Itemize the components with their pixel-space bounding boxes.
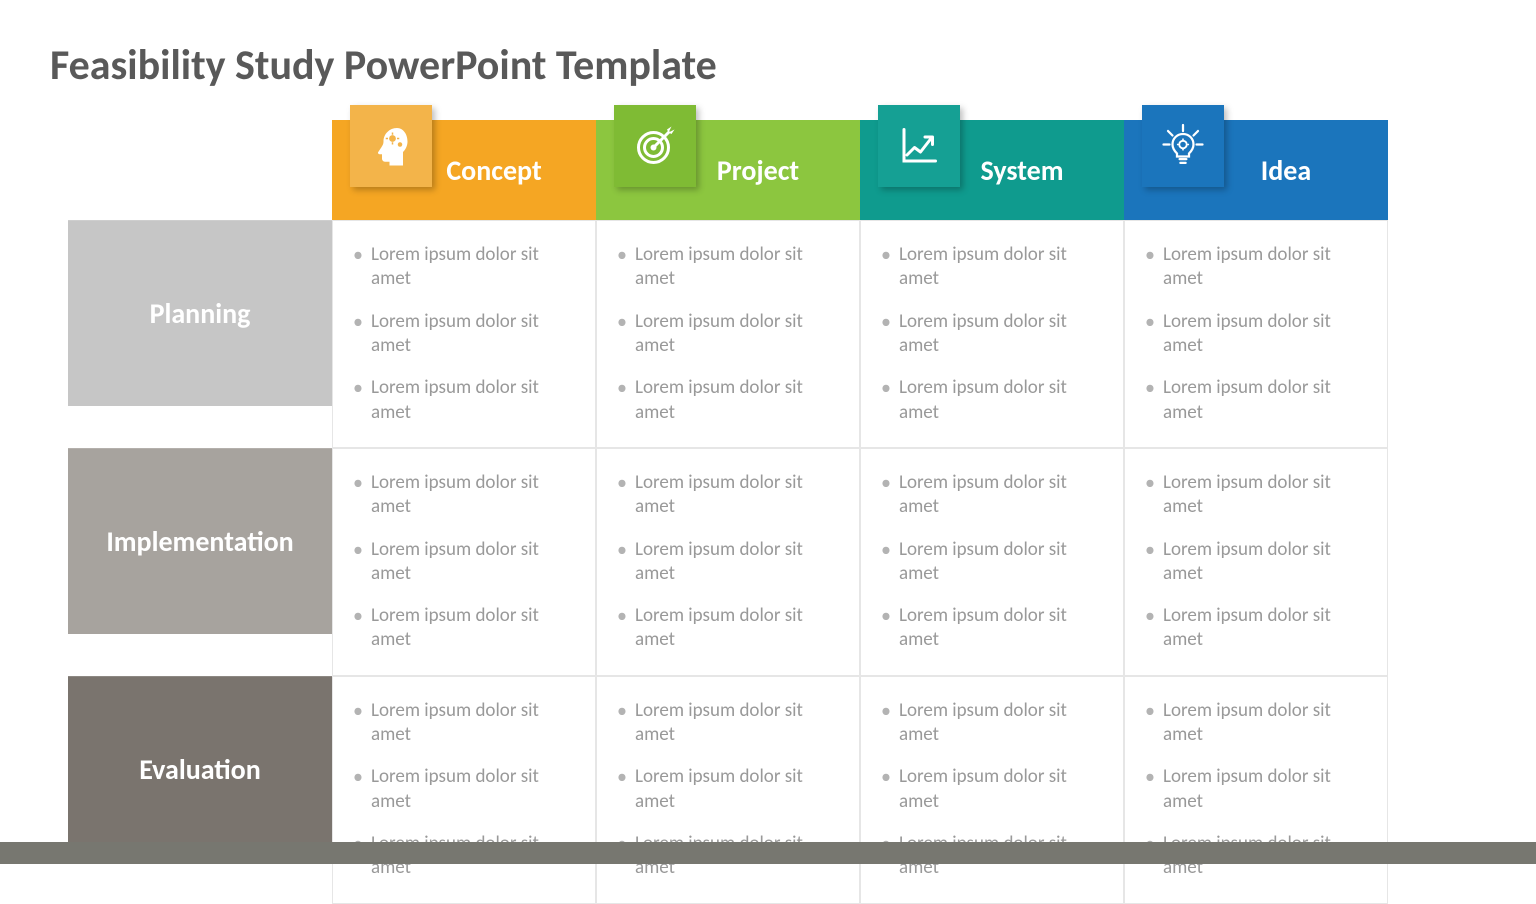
list-item: Lorem ipsum dolor sit amet (343, 765, 577, 814)
list-item: Lorem ipsum dolor sit amet (871, 538, 1105, 587)
list-item: Lorem ipsum dolor sit amet (1135, 604, 1369, 653)
feasibility-matrix: Concept Project (68, 120, 1388, 904)
list-item: Lorem ipsum dolor sit amet (871, 699, 1105, 748)
list-item: Lorem ipsum dolor sit amet (607, 376, 841, 425)
cell: Lorem ipsum dolor sit amet Lorem ipsum d… (332, 676, 596, 904)
list-item: Lorem ipsum dolor sit amet (607, 538, 841, 587)
list-item: Lorem ipsum dolor sit amet (343, 310, 577, 359)
list-item: Lorem ipsum dolor sit amet (607, 699, 841, 748)
list-item: Lorem ipsum dolor sit amet (343, 376, 577, 425)
list-item: Lorem ipsum dolor sit amet (1135, 243, 1369, 292)
list-item: Lorem ipsum dolor sit amet (871, 471, 1105, 520)
row-label: Evaluation (139, 752, 261, 787)
list-item: Lorem ipsum dolor sit amet (607, 765, 841, 814)
cell: Lorem ipsum dolor sit amet Lorem ipsum d… (1124, 676, 1388, 904)
cell: Lorem ipsum dolor sit amet Lorem ipsum d… (1124, 448, 1388, 676)
list-item: Lorem ipsum dolor sit amet (871, 376, 1105, 425)
list-item: Lorem ipsum dolor sit amet (1135, 310, 1369, 359)
list-item: Lorem ipsum dolor sit amet (1135, 538, 1369, 587)
list-item: Lorem ipsum dolor sit amet (1135, 471, 1369, 520)
cell: Lorem ipsum dolor sit amet Lorem ipsum d… (332, 220, 596, 448)
list-item: Lorem ipsum dolor sit amet (607, 471, 841, 520)
head-gears-icon (350, 105, 432, 187)
column-header-system: System (860, 120, 1124, 220)
list-item: Lorem ipsum dolor sit amet (871, 765, 1105, 814)
list-item: Lorem ipsum dolor sit amet (1135, 376, 1369, 425)
list-item: Lorem ipsum dolor sit amet (607, 243, 841, 292)
list-item: Lorem ipsum dolor sit amet (343, 243, 577, 292)
row-header-planning: Planning (68, 220, 332, 406)
list-item: Lorem ipsum dolor sit amet (343, 699, 577, 748)
column-header-project: Project (596, 120, 860, 220)
list-item: Lorem ipsum dolor sit amet (871, 243, 1105, 292)
column-header-concept: Concept (332, 120, 596, 220)
row-label: Implementation (106, 524, 293, 559)
list-item: Lorem ipsum dolor sit amet (1135, 699, 1369, 748)
row-header-implementation: Implementation (68, 448, 332, 634)
slide: Feasibility Study PowerPoint Template Co… (0, 0, 1536, 864)
cell: Lorem ipsum dolor sit amet Lorem ipsum d… (596, 448, 860, 676)
list-item: Lorem ipsum dolor sit amet (607, 604, 841, 653)
list-item: Lorem ipsum dolor sit amet (343, 604, 577, 653)
list-item: Lorem ipsum dolor sit amet (871, 604, 1105, 653)
cell: Lorem ipsum dolor sit amet Lorem ipsum d… (860, 220, 1124, 448)
cell: Lorem ipsum dolor sit amet Lorem ipsum d… (1124, 220, 1388, 448)
column-header-idea: Idea (1124, 120, 1388, 220)
cell: Lorem ipsum dolor sit amet Lorem ipsum d… (596, 220, 860, 448)
lightbulb-icon (1142, 105, 1224, 187)
cell: Lorem ipsum dolor sit amet Lorem ipsum d… (332, 448, 596, 676)
list-item: Lorem ipsum dolor sit amet (871, 310, 1105, 359)
row-header-evaluation: Evaluation (68, 676, 332, 862)
target-icon (614, 105, 696, 187)
cell: Lorem ipsum dolor sit amet Lorem ipsum d… (596, 676, 860, 904)
page-title: Feasibility Study PowerPoint Template (50, 40, 1486, 91)
list-item: Lorem ipsum dolor sit amet (607, 310, 841, 359)
list-item: Lorem ipsum dolor sit amet (1135, 765, 1369, 814)
list-item: Lorem ipsum dolor sit amet (343, 538, 577, 587)
row-label: Planning (150, 296, 251, 331)
corner-cell (68, 120, 332, 220)
cell: Lorem ipsum dolor sit amet Lorem ipsum d… (860, 448, 1124, 676)
list-item: Lorem ipsum dolor sit amet (343, 471, 577, 520)
cell: Lorem ipsum dolor sit amet Lorem ipsum d… (860, 676, 1124, 904)
footer-bar (0, 842, 1536, 864)
growth-chart-icon (878, 105, 960, 187)
